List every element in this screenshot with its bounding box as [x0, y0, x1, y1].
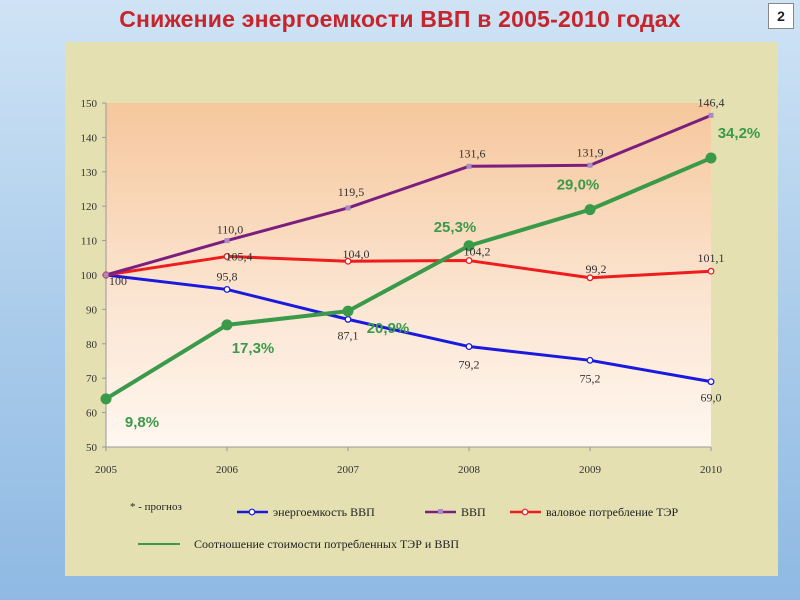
data-label-cost-ratio: 9,8%	[125, 414, 159, 431]
data-label-cost-ratio: 29,0%	[557, 177, 600, 194]
y-tick-label: 70	[86, 373, 98, 385]
data-label-gdp: 131,6	[459, 146, 486, 160]
data-point-energy-consumption	[707, 267, 715, 275]
legend-marker-energy-intensity	[248, 508, 256, 516]
data-point-gdp	[587, 162, 593, 168]
data-point-cost-ratio	[705, 152, 717, 164]
footnote: * - прогноз	[130, 501, 182, 513]
data-point-gdp	[708, 112, 714, 118]
data-label-energy-intensity: 95,8	[217, 269, 238, 283]
data-point-gdp	[466, 163, 472, 169]
page-title: Снижение энергоемкости ВВП в 2005-2010 г…	[119, 6, 681, 32]
data-point-energy-consumption	[465, 257, 473, 265]
data-point-energy-consumption	[344, 257, 352, 265]
x-tick-label: 2005	[95, 464, 118, 476]
y-tick-label: 100	[81, 270, 98, 282]
x-tick-label: 2007	[337, 464, 360, 476]
data-label-gdp: 131,9	[577, 145, 604, 159]
legend-label-energy-consumption: валовое потребление ТЭР	[546, 505, 679, 519]
data-point-cost-ratio	[584, 204, 596, 216]
slide-number: 2	[768, 3, 794, 29]
plot-area	[106, 103, 711, 447]
y-tick-label: 80	[86, 339, 98, 351]
data-point-energy-intensity	[223, 285, 231, 293]
data-point-energy-intensity	[344, 315, 352, 323]
data-label-gdp: 119,5	[338, 185, 365, 199]
data-point-gdp	[345, 205, 351, 211]
data-label-energy-intensity: 100	[109, 274, 127, 288]
data-point-cost-ratio	[342, 305, 354, 317]
data-label-energy-intensity: 75,2	[580, 371, 601, 385]
y-tick-label: 110	[81, 236, 98, 248]
data-point-energy-intensity	[707, 378, 715, 386]
data-point-energy-intensity	[586, 356, 594, 364]
y-tick-label: 90	[86, 304, 98, 316]
y-tick-label: 50	[86, 442, 98, 454]
series-line-gdp	[105, 113, 712, 277]
y-tick-label: 150	[81, 98, 98, 110]
data-label-energy-consumption: 99,2	[586, 262, 607, 276]
data-point-energy-intensity	[465, 343, 473, 351]
data-point-cost-ratio	[100, 393, 112, 405]
data-label-energy-consumption: 104,0	[343, 247, 370, 261]
data-label-gdp: 146,4	[698, 95, 725, 109]
data-label-cost-ratio: 34,2%	[718, 125, 761, 142]
data-label-energy-intensity: 69,0	[701, 391, 722, 405]
data-label-energy-consumption: 101,1	[698, 251, 725, 265]
data-label-energy-intensity: 87,1	[338, 328, 359, 342]
data-label-energy-intensity: 79,2	[459, 358, 480, 372]
data-label-energy-consumption: 105,4	[226, 249, 253, 263]
x-tick-label: 2009	[579, 464, 602, 476]
data-label-cost-ratio: 25,3%	[434, 219, 477, 236]
y-tick-label: 140	[81, 132, 98, 144]
data-label-gdp: 110,0	[217, 223, 244, 237]
data-point-gdp	[224, 238, 230, 244]
data-label-cost-ratio: 20,9%	[367, 320, 410, 337]
legend-marker-energy-consumption	[521, 508, 529, 516]
series-line-energy-intensity	[105, 273, 712, 384]
x-tick-label: 2006	[216, 464, 239, 476]
y-tick-label: 120	[81, 201, 98, 213]
data-label-cost-ratio: 17,3%	[232, 340, 275, 357]
legend-label-energy-intensity: энергоемкость ВВП	[273, 505, 375, 519]
legend-label-gdp: ВВП	[461, 505, 486, 519]
series-line-energy-consumption	[105, 254, 712, 280]
data-point-energy-consumption	[586, 274, 594, 282]
series-line-cost-ratio	[104, 156, 712, 401]
legend: энергоемкость ВВП ВВП валовое потреблени…	[138, 505, 679, 551]
y-tick-label: 130	[81, 167, 98, 179]
data-label-energy-consumption: 104,2	[464, 245, 491, 259]
x-tick-label: 2008	[458, 464, 481, 476]
legend-label-cost-ratio: Соотношение стоимости потребленных ТЭР и…	[194, 537, 459, 551]
data-point-energy-consumption	[223, 252, 231, 260]
legend-marker-gdp	[438, 509, 443, 514]
data-point-cost-ratio	[221, 319, 233, 331]
data-point-gdp	[103, 272, 109, 278]
y-tick-label: 60	[86, 408, 98, 420]
data-point-cost-ratio	[463, 240, 475, 252]
x-tick-label: 2010	[700, 464, 723, 476]
